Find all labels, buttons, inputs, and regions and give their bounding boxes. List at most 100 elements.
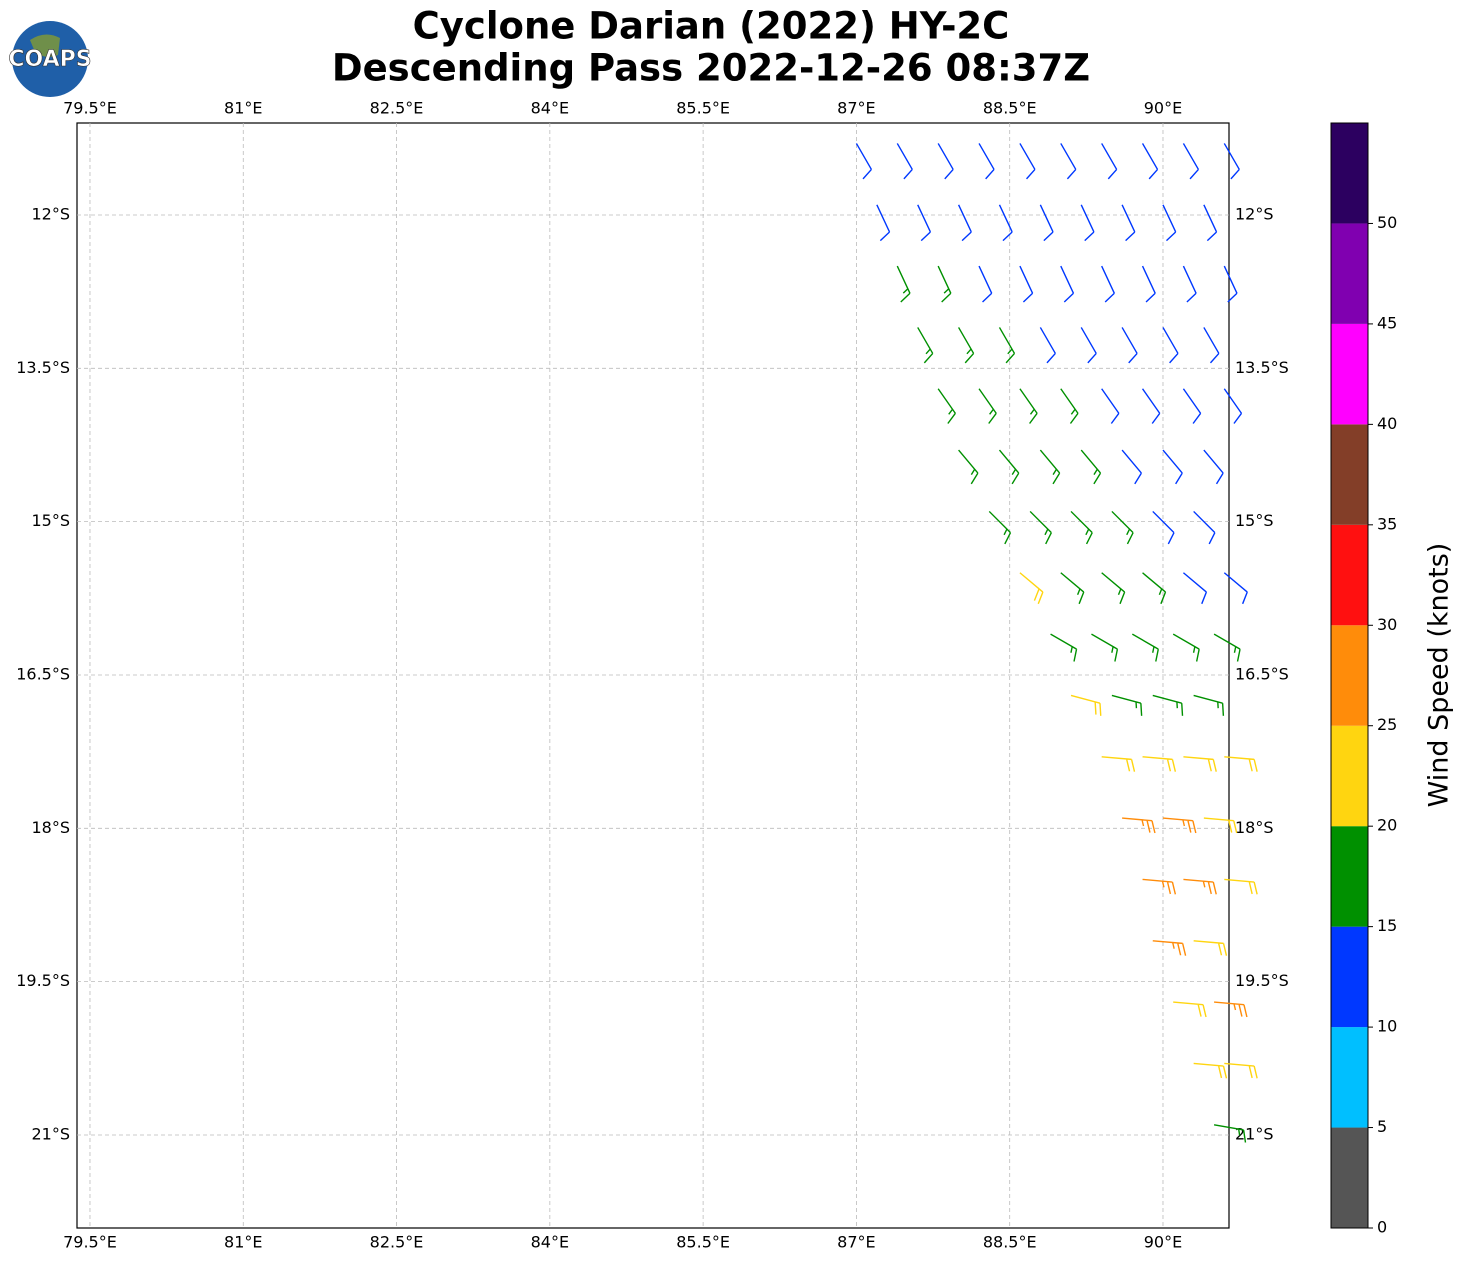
colorbar-tick-label: 20 (1377, 816, 1397, 835)
x-tick-label: 81°E (224, 1233, 262, 1252)
y-tick-label: 21°S (1235, 1124, 1274, 1143)
colorbar-segment (1331, 223, 1368, 324)
colorbar-tick-label: 40 (1377, 414, 1397, 433)
wind-barb (1060, 572, 1085, 605)
wind-barb (998, 204, 1013, 242)
x-tick-label: 81°E (224, 99, 262, 118)
wind-barb (978, 388, 997, 424)
wind-barb (1182, 265, 1197, 303)
y-tick-label: 13.5°S (1235, 358, 1289, 377)
colorbar-tick-label: 5 (1377, 1117, 1387, 1136)
colorbar-tick-label: 35 (1377, 514, 1397, 533)
wind-barb (1029, 510, 1052, 545)
wind-barb (988, 510, 1012, 545)
wind-barb (1101, 265, 1115, 303)
wind-barb (1172, 633, 1200, 662)
colorbar-segment (1331, 123, 1368, 224)
wind-barb (1223, 388, 1243, 424)
wind-barb (1152, 940, 1187, 956)
wind-barb (1141, 265, 1156, 303)
x-tick-label: 87°E (837, 99, 875, 118)
colorbar-segment (1331, 725, 1368, 827)
wind-barb (1193, 940, 1228, 956)
logo-text: COAPS (8, 47, 91, 72)
colorbar-tick-label: 50 (1377, 213, 1397, 232)
wind-barb (1152, 510, 1175, 545)
wind-barb (917, 204, 932, 242)
wind-barb (1182, 388, 1202, 424)
wind-barb (978, 143, 995, 180)
wind-barb (1224, 756, 1258, 772)
wind-barb (1162, 817, 1197, 834)
wind-barb (1019, 265, 1034, 303)
wind-barb (1101, 756, 1136, 772)
wind-barb (958, 449, 979, 485)
wind-barb (1122, 817, 1156, 834)
logo: COAPS (8, 21, 92, 97)
wind-barb (1224, 878, 1258, 895)
x-tick-label: 90°E (1144, 99, 1182, 118)
chart-title: Cyclone Darian (2022) HY-2C (413, 5, 1010, 48)
wind-barb (1091, 633, 1119, 662)
colorbar-segment (1331, 1127, 1368, 1228)
wind-barb (1203, 817, 1238, 834)
wind-barb (1060, 143, 1077, 180)
y-tick-label: 18°S (1235, 818, 1274, 837)
y-tick-label: 19.5°S (16, 971, 70, 990)
y-tick-label: 16.5°S (1235, 664, 1289, 683)
y-tick-label: 15°S (1235, 511, 1274, 530)
wind-barb (1183, 878, 1217, 895)
colorbar-segment (1331, 926, 1368, 1028)
wind-barb (1070, 694, 1102, 716)
colorbar-segment (1331, 524, 1368, 626)
wind-barb (937, 265, 952, 303)
colorbar-tick-label: 45 (1377, 313, 1397, 332)
wind-barb (1183, 756, 1217, 772)
wind-barb (855, 143, 873, 180)
x-tick-label: 82.5°E (370, 1233, 424, 1252)
colorbar-tick-label: 0 (1377, 1218, 1387, 1237)
wind-barb (1121, 449, 1142, 485)
wind-barb (1203, 204, 1218, 242)
wind-barb (1142, 756, 1177, 772)
y-tick-label: 19.5°S (1235, 971, 1289, 990)
wind-barb (1142, 572, 1167, 605)
wind-barb (1162, 449, 1183, 485)
colorbar-segment (1331, 826, 1368, 927)
x-tick-label: 88.5°E (983, 99, 1037, 118)
wind-barb (957, 204, 972, 242)
wind-barb (1080, 449, 1102, 485)
wind-barb (1213, 1124, 1247, 1143)
wind-barb (998, 327, 1016, 364)
y-tick-label: 18°S (31, 818, 70, 837)
wind-barb (1121, 204, 1136, 242)
colorbar-segment (1331, 1027, 1368, 1128)
plot-frame (76, 122, 1230, 1229)
wind-barb (1019, 143, 1036, 180)
wind-barb (1193, 510, 1216, 545)
x-tick-label: 87°E (837, 1233, 875, 1252)
wind-barb (876, 204, 891, 242)
wind-barb (1019, 388, 1038, 424)
wind-barb (1050, 633, 1078, 662)
wind-barb (1060, 265, 1075, 303)
wind-barb (1193, 694, 1225, 716)
y-tick-label: 12°S (1235, 204, 1274, 223)
chart-subtitle: Descending Pass 2022-12-26 08:37Z (332, 47, 1090, 90)
wind-barb (1182, 572, 1208, 605)
wind-barb (1152, 694, 1184, 716)
wind-barb (896, 265, 911, 303)
wind-barb (1131, 633, 1159, 662)
y-tick-label: 13.5°S (16, 358, 70, 377)
wind-barb (937, 143, 954, 180)
wind-barb (1223, 143, 1240, 180)
x-tick-label: 79.5°E (63, 99, 117, 118)
y-tick-label: 15°S (31, 511, 70, 530)
wind-barb (1141, 143, 1159, 180)
wind-barb (1121, 327, 1138, 364)
x-tick-label: 79.5°E (63, 1233, 117, 1252)
wind-barb (957, 327, 975, 364)
wind-barb (1111, 510, 1134, 545)
y-tick-label: 16.5°S (16, 664, 70, 683)
wind-barb (1162, 327, 1179, 364)
